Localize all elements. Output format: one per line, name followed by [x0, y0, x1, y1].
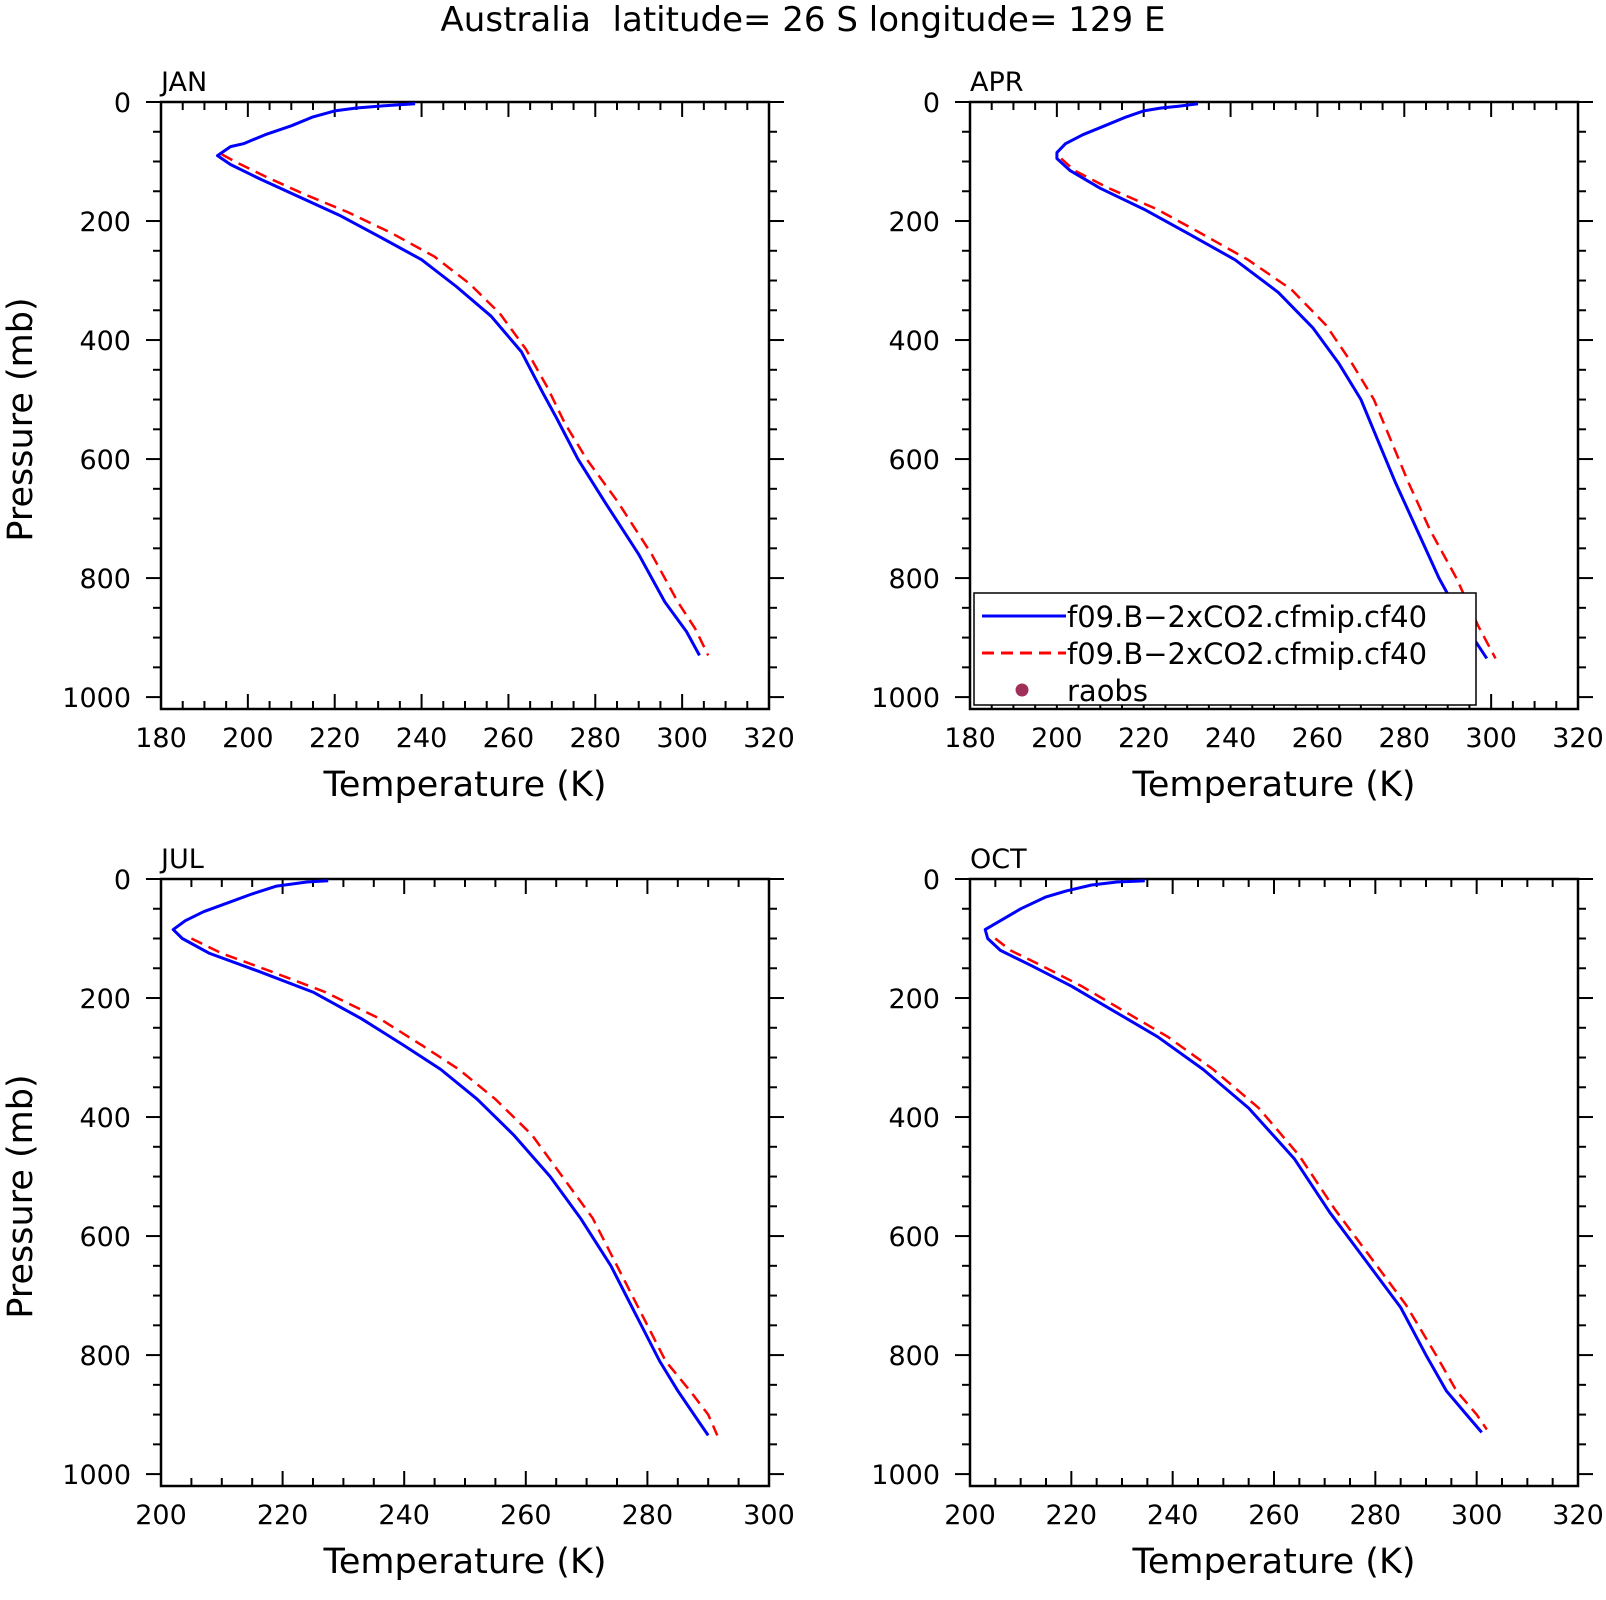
x-tick-label: 300 — [1465, 723, 1517, 754]
y-tick-label: 600 — [79, 1222, 131, 1253]
panel-jul: 200 220 240 260 280 300 0 200 400 600 800 1000 JUL Te… — [1, 844, 795, 1582]
panel-apr: 180 200 220 240 260 280 300 320 0 200 400 600 800 100… — [871, 67, 1603, 805]
y-tick-label: 600 — [888, 445, 940, 476]
x-axis-title: Temperature (K) — [322, 765, 606, 805]
y-tick-label: 1000 — [62, 1460, 131, 1491]
x-tick-label: 220 — [309, 723, 361, 754]
y-tick-label: 800 — [79, 1341, 131, 1372]
x-tick-label: 260 — [500, 1500, 552, 1531]
x-tick-label: 220 — [257, 1500, 309, 1531]
x-tick-label: 320 — [1552, 1500, 1604, 1531]
x-tick-label: 220 — [1046, 1500, 1098, 1531]
x-tick-label: 180 — [944, 723, 996, 754]
x-tick-label: 300 — [656, 723, 708, 754]
panel-oct: 200 220 240 260 280 300 320 0 200 400 600 800 1000 OC… — [871, 844, 1603, 1582]
series-line-2 — [221, 153, 710, 656]
y-tick-label: 0 — [923, 865, 940, 896]
y-tick-label: 800 — [888, 564, 940, 595]
x-tick-label: 300 — [743, 1500, 795, 1531]
x-tick-label: 300 — [1451, 1500, 1503, 1531]
y-axis-title: Pressure (mb) — [1, 297, 41, 541]
figure-title: Australia latitude= 26 S longitude= 129 … — [441, 0, 1166, 40]
y-tick-label: 200 — [79, 984, 131, 1015]
y-tick-label: 600 — [79, 445, 131, 476]
x-tick-label: 240 — [1147, 1500, 1199, 1531]
x-tick-label: 280 — [570, 723, 622, 754]
x-tick-label: 240 — [378, 1500, 430, 1531]
y-tick-label: 200 — [888, 207, 940, 238]
x-tick-label: 180 — [135, 723, 187, 754]
x-tick-label: 200 — [222, 723, 274, 754]
x-axis-title: Temperature (K) — [1131, 765, 1415, 805]
x-axis-title: Temperature (K) — [322, 1542, 606, 1582]
y-tick-label: 1000 — [62, 683, 131, 714]
x-tick-label: 240 — [1205, 723, 1257, 754]
legend: f09.B−2xCO2.cfmip.cf40f09.B−2xCO2.cfmip.… — [973, 592, 1477, 708]
legend-label: f09.B−2xCO2.cfmip.cf40 — [1067, 600, 1427, 634]
series-line-1 — [1055, 102, 1489, 660]
legend-label: raobs — [1067, 674, 1148, 708]
x-tick-label: 200 — [944, 1500, 996, 1531]
panel-title: JUL — [159, 844, 204, 875]
panel-title: APR — [970, 67, 1024, 98]
y-tick-label: 0 — [923, 88, 940, 119]
panel-jan: 180 200 220 240 260 280 300 320 0 200 400 600 800 100… — [1, 67, 795, 805]
legend-marker — [1015, 683, 1029, 697]
x-tick-label: 320 — [743, 723, 795, 754]
series-line-1 — [983, 879, 1483, 1434]
legend-label: f09.B−2xCO2.cfmip.cf40 — [1067, 637, 1427, 671]
x-tick-label: 240 — [396, 723, 448, 754]
x-tick-label: 320 — [1552, 723, 1604, 754]
x-tick-label: 220 — [1118, 723, 1170, 754]
legend-box — [973, 592, 1477, 706]
y-tick-label: 400 — [79, 1103, 131, 1134]
y-tick-label: 800 — [79, 564, 131, 595]
x-tick-label: 200 — [1031, 723, 1083, 754]
x-tick-label: 260 — [1292, 723, 1344, 754]
y-tick-label: 400 — [888, 1103, 940, 1134]
y-tick-label: 600 — [888, 1222, 940, 1253]
series-line-2 — [1060, 157, 1497, 659]
x-tick-label: 260 — [483, 723, 535, 754]
plot-frame — [968, 877, 1580, 1488]
y-tick-label: 1000 — [871, 1460, 940, 1491]
y-tick-label: 400 — [79, 326, 131, 357]
y-tick-label: 400 — [888, 326, 940, 357]
x-tick-label: 280 — [1379, 723, 1431, 754]
x-tick-label: 280 — [622, 1500, 674, 1531]
series-line-2 — [190, 937, 719, 1436]
x-tick-label: 200 — [135, 1500, 187, 1531]
panel-title: OCT — [970, 844, 1027, 875]
x-tick-label: 280 — [1350, 1500, 1402, 1531]
x-tick-label: 260 — [1248, 1500, 1300, 1531]
y-tick-label: 800 — [888, 1341, 940, 1372]
panel-title: JAN — [159, 67, 207, 98]
y-tick-label: 200 — [79, 207, 131, 238]
y-tick-label: 1000 — [871, 683, 940, 714]
series-line-1 — [216, 102, 701, 657]
series-line-2 — [994, 937, 1488, 1431]
y-tick-label: 200 — [888, 984, 940, 1015]
y-axis-title: Pressure (mb) — [1, 1074, 41, 1318]
x-axis-title: Temperature (K) — [1131, 1542, 1415, 1582]
series-line-1 — [171, 879, 710, 1437]
y-tick-label: 0 — [114, 88, 131, 119]
y-tick-label: 0 — [114, 865, 131, 896]
